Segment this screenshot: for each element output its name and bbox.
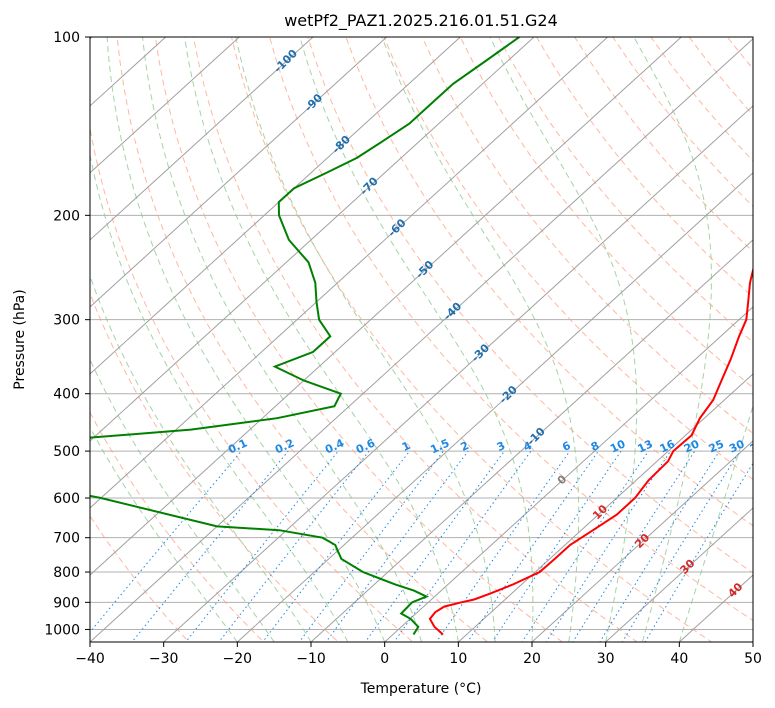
x-tick-label: −20	[223, 651, 253, 667]
x-tick-label: 30	[597, 651, 615, 667]
isotherm-line	[457, 373, 753, 642]
isotherm-line	[531, 440, 753, 642]
dry-adiabat-line	[421, 37, 753, 434]
y-axis-title: Pressure (hPa)	[12, 289, 28, 389]
y-tick-label: 400	[53, 387, 80, 403]
x-tick-label: 20	[523, 651, 541, 667]
mixing-ratio-label: 20	[682, 437, 702, 455]
dewpoint-profile-line	[90, 37, 520, 636]
dry-adiabat-line	[307, 37, 753, 574]
x-tick-label: −10	[296, 651, 326, 667]
x-tick-label: 40	[670, 651, 688, 667]
mixing-ratio-line	[218, 450, 370, 642]
y-tick-label: 500	[53, 444, 80, 460]
moist-adiabat-line	[90, 426, 238, 642]
isotherm-line	[310, 239, 753, 642]
isotherm-line	[162, 105, 753, 642]
moist-adiabat-line	[489, 37, 638, 642]
mixing-ratio-label: 10	[608, 437, 628, 455]
y-tick-label: 600	[53, 491, 80, 507]
mixing-ratio-line	[131, 450, 289, 642]
isotherms	[90, 37, 753, 642]
y-tick-label: 800	[53, 565, 80, 581]
moist-adiabat-line	[299, 37, 534, 642]
isotherm-line	[90, 37, 683, 576]
dry-adiabat-line	[116, 37, 489, 642]
isotherm-line	[90, 37, 609, 509]
mixing-ratio-label: 30	[727, 437, 747, 455]
moist-adiabat-line	[633, 37, 713, 642]
moist-adiabat-line	[90, 358, 275, 642]
y-tick-label: 200	[53, 208, 80, 224]
mixing-ratio-label: 36	[748, 437, 768, 455]
isotherm-line	[383, 306, 753, 642]
isotherm-line	[90, 37, 535, 442]
mixing-ratio-line	[621, 450, 741, 642]
x-tick-label: 10	[449, 651, 467, 667]
moist-adiabat-line	[90, 152, 349, 642]
chart-title: wetPf2_PAZ1.2025.216.01.51.G24	[284, 11, 558, 31]
y-tick-label: 1000	[44, 622, 80, 638]
moist-adiabat-line	[106, 37, 386, 642]
isotherm-line	[90, 38, 753, 642]
dry-adiabat-line	[154, 37, 564, 642]
dry-adiabat-line	[90, 292, 339, 642]
mixing-ratio-lines	[90, 450, 753, 642]
x-axis-title: Temperature (°C)	[360, 681, 482, 697]
moist-adiabat-line	[381, 37, 580, 642]
mixing-ratio-line	[393, 450, 532, 642]
mixing-ratio-line	[644, 462, 753, 642]
mixing-ratio-line	[435, 450, 571, 642]
y-tick-label: 300	[53, 313, 80, 329]
mixing-ratio-line	[185, 450, 339, 642]
mixing-ratio-line	[572, 450, 696, 642]
isotherm-line	[90, 37, 241, 174]
moist-adiabat-line	[184, 37, 459, 642]
dry-adiabats	[90, 37, 753, 642]
y-tick-label: 100	[53, 30, 80, 46]
x-tick-label: 50	[744, 651, 762, 667]
isotherm-line	[90, 37, 314, 241]
background-reference-lines	[90, 37, 753, 642]
pressure-gridlines	[90, 37, 753, 630]
mixing-ratio-line	[90, 450, 242, 633]
plot-frame	[89, 36, 754, 643]
isotherm-line	[236, 172, 753, 642]
dry-adiabat-line	[230, 37, 713, 642]
temperature-profile-line	[428, 265, 753, 636]
y-tick-label: 700	[53, 531, 80, 547]
dry-adiabat-line	[383, 37, 753, 481]
dry-adiabat-line	[90, 126, 414, 642]
dry-adiabat-line	[269, 37, 753, 622]
x-axis-ticks: −40 −30 −20 −10 0 10 20 30 40 50	[75, 642, 762, 667]
y-axis-ticks: 1000 900 800 700 600 500 400 300 200 100	[44, 30, 90, 638]
mixing-ratio-label: 13	[636, 437, 655, 455]
x-tick-label: −40	[75, 651, 105, 667]
mixing-ratio-line	[325, 450, 469, 642]
x-tick-label: 0	[380, 651, 389, 667]
moist-adiabats	[90, 37, 753, 642]
isotherm-line	[90, 37, 388, 308]
moist-adiabat-line	[678, 404, 753, 642]
moist-adiabat-line	[235, 37, 496, 642]
y-tick-label: 900	[53, 595, 80, 611]
moist-adiabat-line	[142, 37, 422, 642]
isotherm-line	[604, 507, 753, 642]
mixing-ratio-label: 25	[707, 437, 726, 455]
isotherm-line	[90, 37, 462, 375]
dry-adiabat-line	[192, 37, 638, 642]
mixing-ratio-line	[545, 450, 671, 642]
sounding-profiles	[90, 37, 753, 636]
x-tick-label: −30	[149, 651, 179, 667]
